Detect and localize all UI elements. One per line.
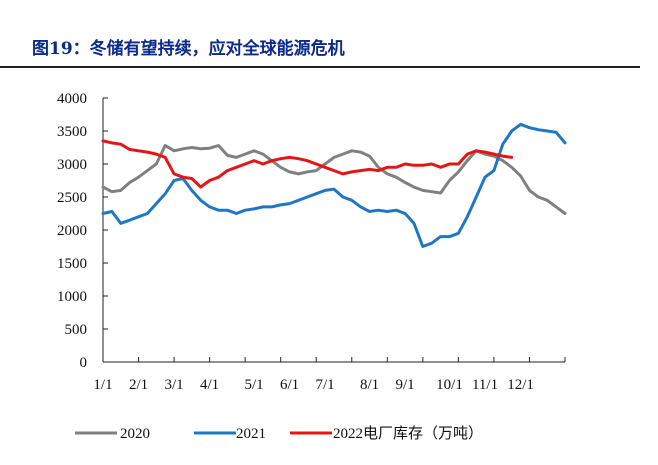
y-tick-label: 3500: [57, 124, 87, 140]
y-tick-label: 2500: [57, 190, 87, 206]
x-tick-label: 3/1: [164, 377, 183, 393]
x-tick-label: 2/1: [129, 377, 148, 393]
title-rule: [0, 66, 640, 68]
x-tick-label: 7/1: [316, 377, 335, 393]
y-tick-label: 4000: [57, 91, 87, 107]
x-tick-label: 11/1: [472, 377, 498, 393]
series-line-2021: [101, 122, 567, 248]
series-line-2022: [101, 139, 514, 189]
y-tick-label: 0: [80, 355, 88, 371]
chart-legend: 2020 2021 2022电厂库存（万吨）: [75, 425, 483, 442]
series-line-2020: [101, 144, 567, 215]
y-tick-label: 500: [65, 322, 88, 338]
y-tick-label: 1000: [57, 289, 87, 305]
chart-axes: 0 500 1000 1500 2000 2500 3000 3500 4000 1/1 2/1 3/…: [57, 91, 566, 393]
y-tick-label: 2000: [57, 223, 87, 239]
series-layer: [101, 122, 567, 248]
x-tick-label: 5/1: [244, 377, 263, 393]
y-tick-label: 1500: [57, 256, 87, 272]
figure-title: 图19：冬储有望持续，应对全球能源危机: [32, 39, 345, 59]
y-tick-label: 3000: [57, 157, 87, 173]
legend-label-2021: 2021: [236, 426, 266, 442]
x-tick-label: 12/1: [507, 377, 534, 393]
x-tick-label: 8/1: [360, 377, 379, 393]
x-tick-label: 9/1: [395, 377, 414, 393]
legend-label-2020: 2020: [120, 426, 150, 442]
x-tick-label: 4/1: [200, 377, 219, 393]
legend-label-2022: 2022电厂库存（万吨）: [333, 425, 483, 442]
x-tick-label: 1/1: [93, 377, 112, 393]
x-tick-label: 10/1: [436, 377, 463, 393]
x-tick-label: 6/1: [280, 377, 299, 393]
